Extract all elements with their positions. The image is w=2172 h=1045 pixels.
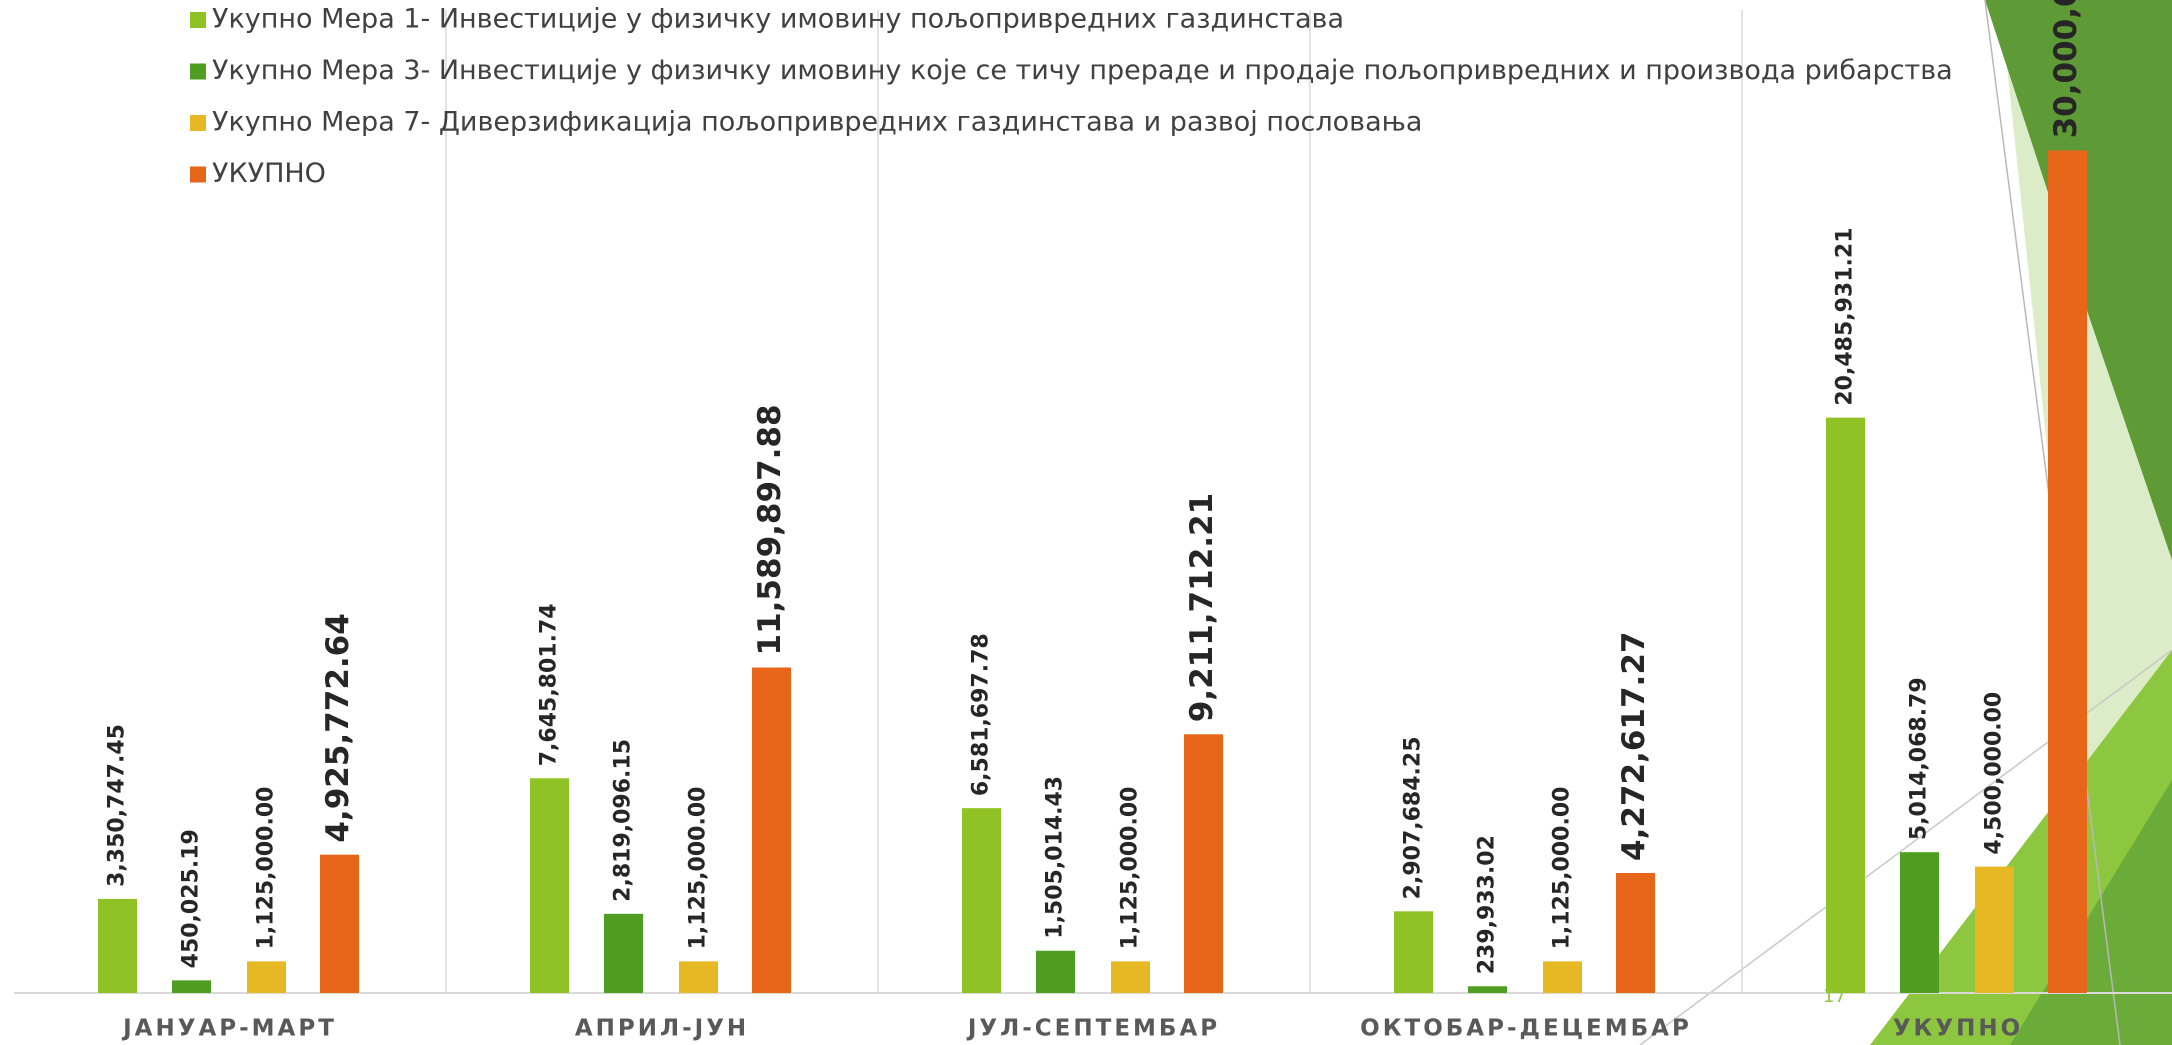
bar xyxy=(604,913,643,993)
x-tick-label: АПРИЛ-ЈУН xyxy=(575,1016,749,1042)
data-label: 450,025.19 xyxy=(179,829,204,968)
data-label: 4,500,000.00 xyxy=(1982,692,2007,855)
data-label: 4,272,617.27 xyxy=(1616,632,1652,861)
bar xyxy=(98,898,137,993)
data-label: 20,485,931.21 xyxy=(1833,227,1858,405)
legend-label: Укупно Мера 1- Инвестиције у физичку имо… xyxy=(212,4,1344,35)
bar xyxy=(320,854,359,993)
bar xyxy=(1543,961,1582,993)
bar xyxy=(1394,911,1433,993)
data-label: 4,925,772.64 xyxy=(320,613,356,842)
data-label: 7,645,801.74 xyxy=(537,603,562,766)
x-tick-label: УКУПНО xyxy=(1893,1016,2023,1042)
legend-label: Укупно Мера 3- Инвестиције у физичку имо… xyxy=(212,55,1953,86)
legend-swatch xyxy=(190,12,206,28)
bar xyxy=(172,980,211,993)
legend-swatch xyxy=(190,63,206,80)
x-tick-label: ЈАНУАР-МАРТ xyxy=(121,1016,337,1042)
bar xyxy=(530,778,569,993)
data-label: 11,589,897.88 xyxy=(752,404,788,655)
bar xyxy=(962,808,1001,993)
plot: ЈАНУАР-МАРТ АПРИЛ-ЈУН ЈУЛ-СЕПТЕМБАР ОКТОБАР… xyxy=(14,0,2172,1042)
bar xyxy=(2048,150,2087,993)
bar xyxy=(679,961,718,993)
data-label: 6,581,697.78 xyxy=(969,633,994,796)
bar xyxy=(1900,852,1939,993)
bar xyxy=(1184,734,1223,993)
data-label: 2,907,684.25 xyxy=(1401,736,1426,899)
bar xyxy=(1616,873,1655,993)
bar xyxy=(752,667,791,993)
data-label: 5,014,068.79 xyxy=(1907,677,1932,840)
bar xyxy=(1036,950,1075,993)
data-label: 2,819,096.15 xyxy=(611,739,636,902)
bar xyxy=(1975,866,2014,993)
data-label: 1,125,000.00 xyxy=(254,787,279,950)
data-label: 1,125,000.00 xyxy=(1550,787,1575,950)
legend-swatch xyxy=(190,115,206,131)
x-tick-label: ЈУЛ-СЕПТЕМБАР xyxy=(966,1016,1220,1042)
bar xyxy=(247,961,286,993)
bar xyxy=(1468,986,1507,993)
data-label: 239,933.02 xyxy=(1475,835,1500,974)
decoration xyxy=(1639,0,2172,1045)
x-tick-label: ОКТОБАР-ДЕЦЕМБАР xyxy=(1360,1016,1692,1042)
data-label: 3,350,747.45 xyxy=(105,724,130,887)
data-label: 1,505,014.43 xyxy=(1043,776,1068,939)
legend-swatch xyxy=(190,166,206,183)
legend-label: Укупно Мера 7- Диверзификација пољопривр… xyxy=(212,107,1422,138)
bar xyxy=(1111,961,1150,993)
bar xyxy=(1826,417,1865,993)
data-label: 30,000,000.00 xyxy=(2048,0,2084,138)
data-label: 1,125,000.00 xyxy=(1118,787,1143,950)
page-number: 17 xyxy=(1823,986,1846,1007)
data-label: 9,211,712.21 xyxy=(1184,493,1220,722)
data-label: 1,125,000.00 xyxy=(686,787,711,950)
legend-label: УКУПНО xyxy=(212,158,326,189)
